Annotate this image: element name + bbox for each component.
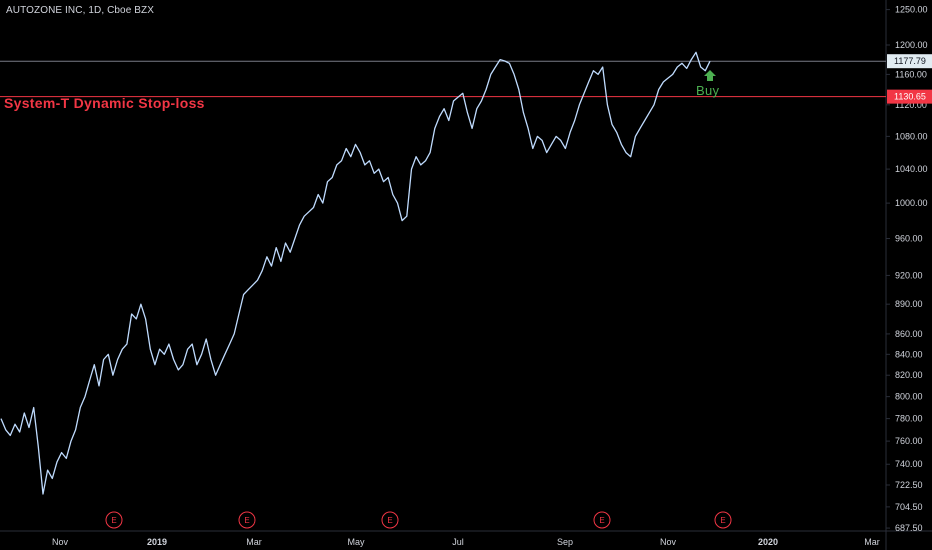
earnings-marker-label: E: [244, 516, 249, 525]
y-tick-label: 687.50: [895, 523, 923, 533]
y-tick-label: 780.00: [895, 414, 923, 424]
y-tick-label: 1250.00: [895, 5, 928, 15]
earnings-marker-label: E: [599, 516, 604, 525]
y-tick-label: 1000.00: [895, 198, 928, 208]
price-badge-label: 1130.65: [894, 92, 926, 102]
earnings-marker-label: E: [720, 516, 725, 525]
x-tick-label: Mar: [864, 537, 880, 547]
earnings-marker[interactable]: E: [714, 511, 732, 529]
x-tick-label: Sep: [557, 537, 573, 547]
last-price-badge: 1177.79: [887, 54, 932, 69]
indicator-title: System-T Dynamic Stop-loss: [4, 95, 205, 111]
price-badges: 1177.79 1130.65: [887, 54, 932, 104]
y-tick-label: 840.00: [895, 349, 923, 359]
stop-loss-badge: 1130.65: [887, 89, 932, 104]
y-tick-label: 1200.00: [895, 40, 928, 50]
price-axis[interactable]: 1250.00 1200.00 1160.00 1120.00 1080.00 1040.…: [886, 5, 928, 533]
y-tick-label: 800.00: [895, 392, 923, 402]
x-tick-label: Jul: [452, 537, 464, 547]
price-badge-bg: [887, 89, 932, 104]
earnings-marker-label: E: [387, 516, 392, 525]
earnings-marker[interactable]: E: [238, 511, 256, 529]
earnings-marker[interactable]: E: [105, 511, 123, 529]
price-badge-label: 1177.79: [894, 56, 926, 66]
earnings-marker-circle: [714, 511, 732, 529]
y-tick-label: 704.50: [895, 502, 923, 512]
y-tick-label: 1160.00: [895, 69, 927, 79]
horizontal-lines: [0, 60, 886, 98]
price-series-line: [0, 51, 711, 495]
y-tick-label: 740.00: [895, 459, 923, 469]
y-tick-label: 760.00: [895, 436, 923, 446]
x-tick-label: 2019: [147, 537, 167, 547]
x-tick-label: Nov: [52, 537, 69, 547]
buy-signal-label: Buy: [696, 83, 720, 98]
y-tick-label: 920.00: [895, 270, 923, 280]
y-tick-label: 1040.00: [895, 164, 928, 174]
y-tick-label: 722.50: [895, 480, 923, 490]
y-tick-label: 1120.00: [895, 100, 927, 110]
buy-arrow-icon: [704, 70, 716, 81]
y-tick-label: 860.00: [895, 329, 923, 339]
y-tick-label: 820.00: [895, 370, 923, 380]
earnings-marker-circle: [105, 511, 123, 529]
earnings-marker-label: E: [111, 516, 116, 525]
y-tick-label: 960.00: [895, 234, 923, 244]
earnings-marker-circle: [238, 511, 256, 529]
x-tick-label: Mar: [246, 537, 262, 547]
earnings-marker-circle: [381, 511, 399, 529]
time-axis[interactable]: Nov 2019 Mar May Jul Sep Nov 2020 Mar: [52, 537, 880, 547]
y-tick-label: 890.00: [895, 299, 923, 309]
price-badge-bg: [887, 54, 932, 69]
earnings-marker[interactable]: E: [593, 511, 611, 529]
x-tick-label: May: [347, 537, 365, 547]
y-tick-label: 1080.00: [895, 131, 928, 141]
x-tick-label: 2020: [758, 537, 778, 547]
x-tick-label: Nov: [660, 537, 677, 547]
symbol-label[interactable]: AUTOZONE INC, 1D, Cboe BZX: [6, 5, 155, 16]
earnings-marker-circle: [593, 511, 611, 529]
earnings-marker[interactable]: E: [381, 511, 399, 529]
